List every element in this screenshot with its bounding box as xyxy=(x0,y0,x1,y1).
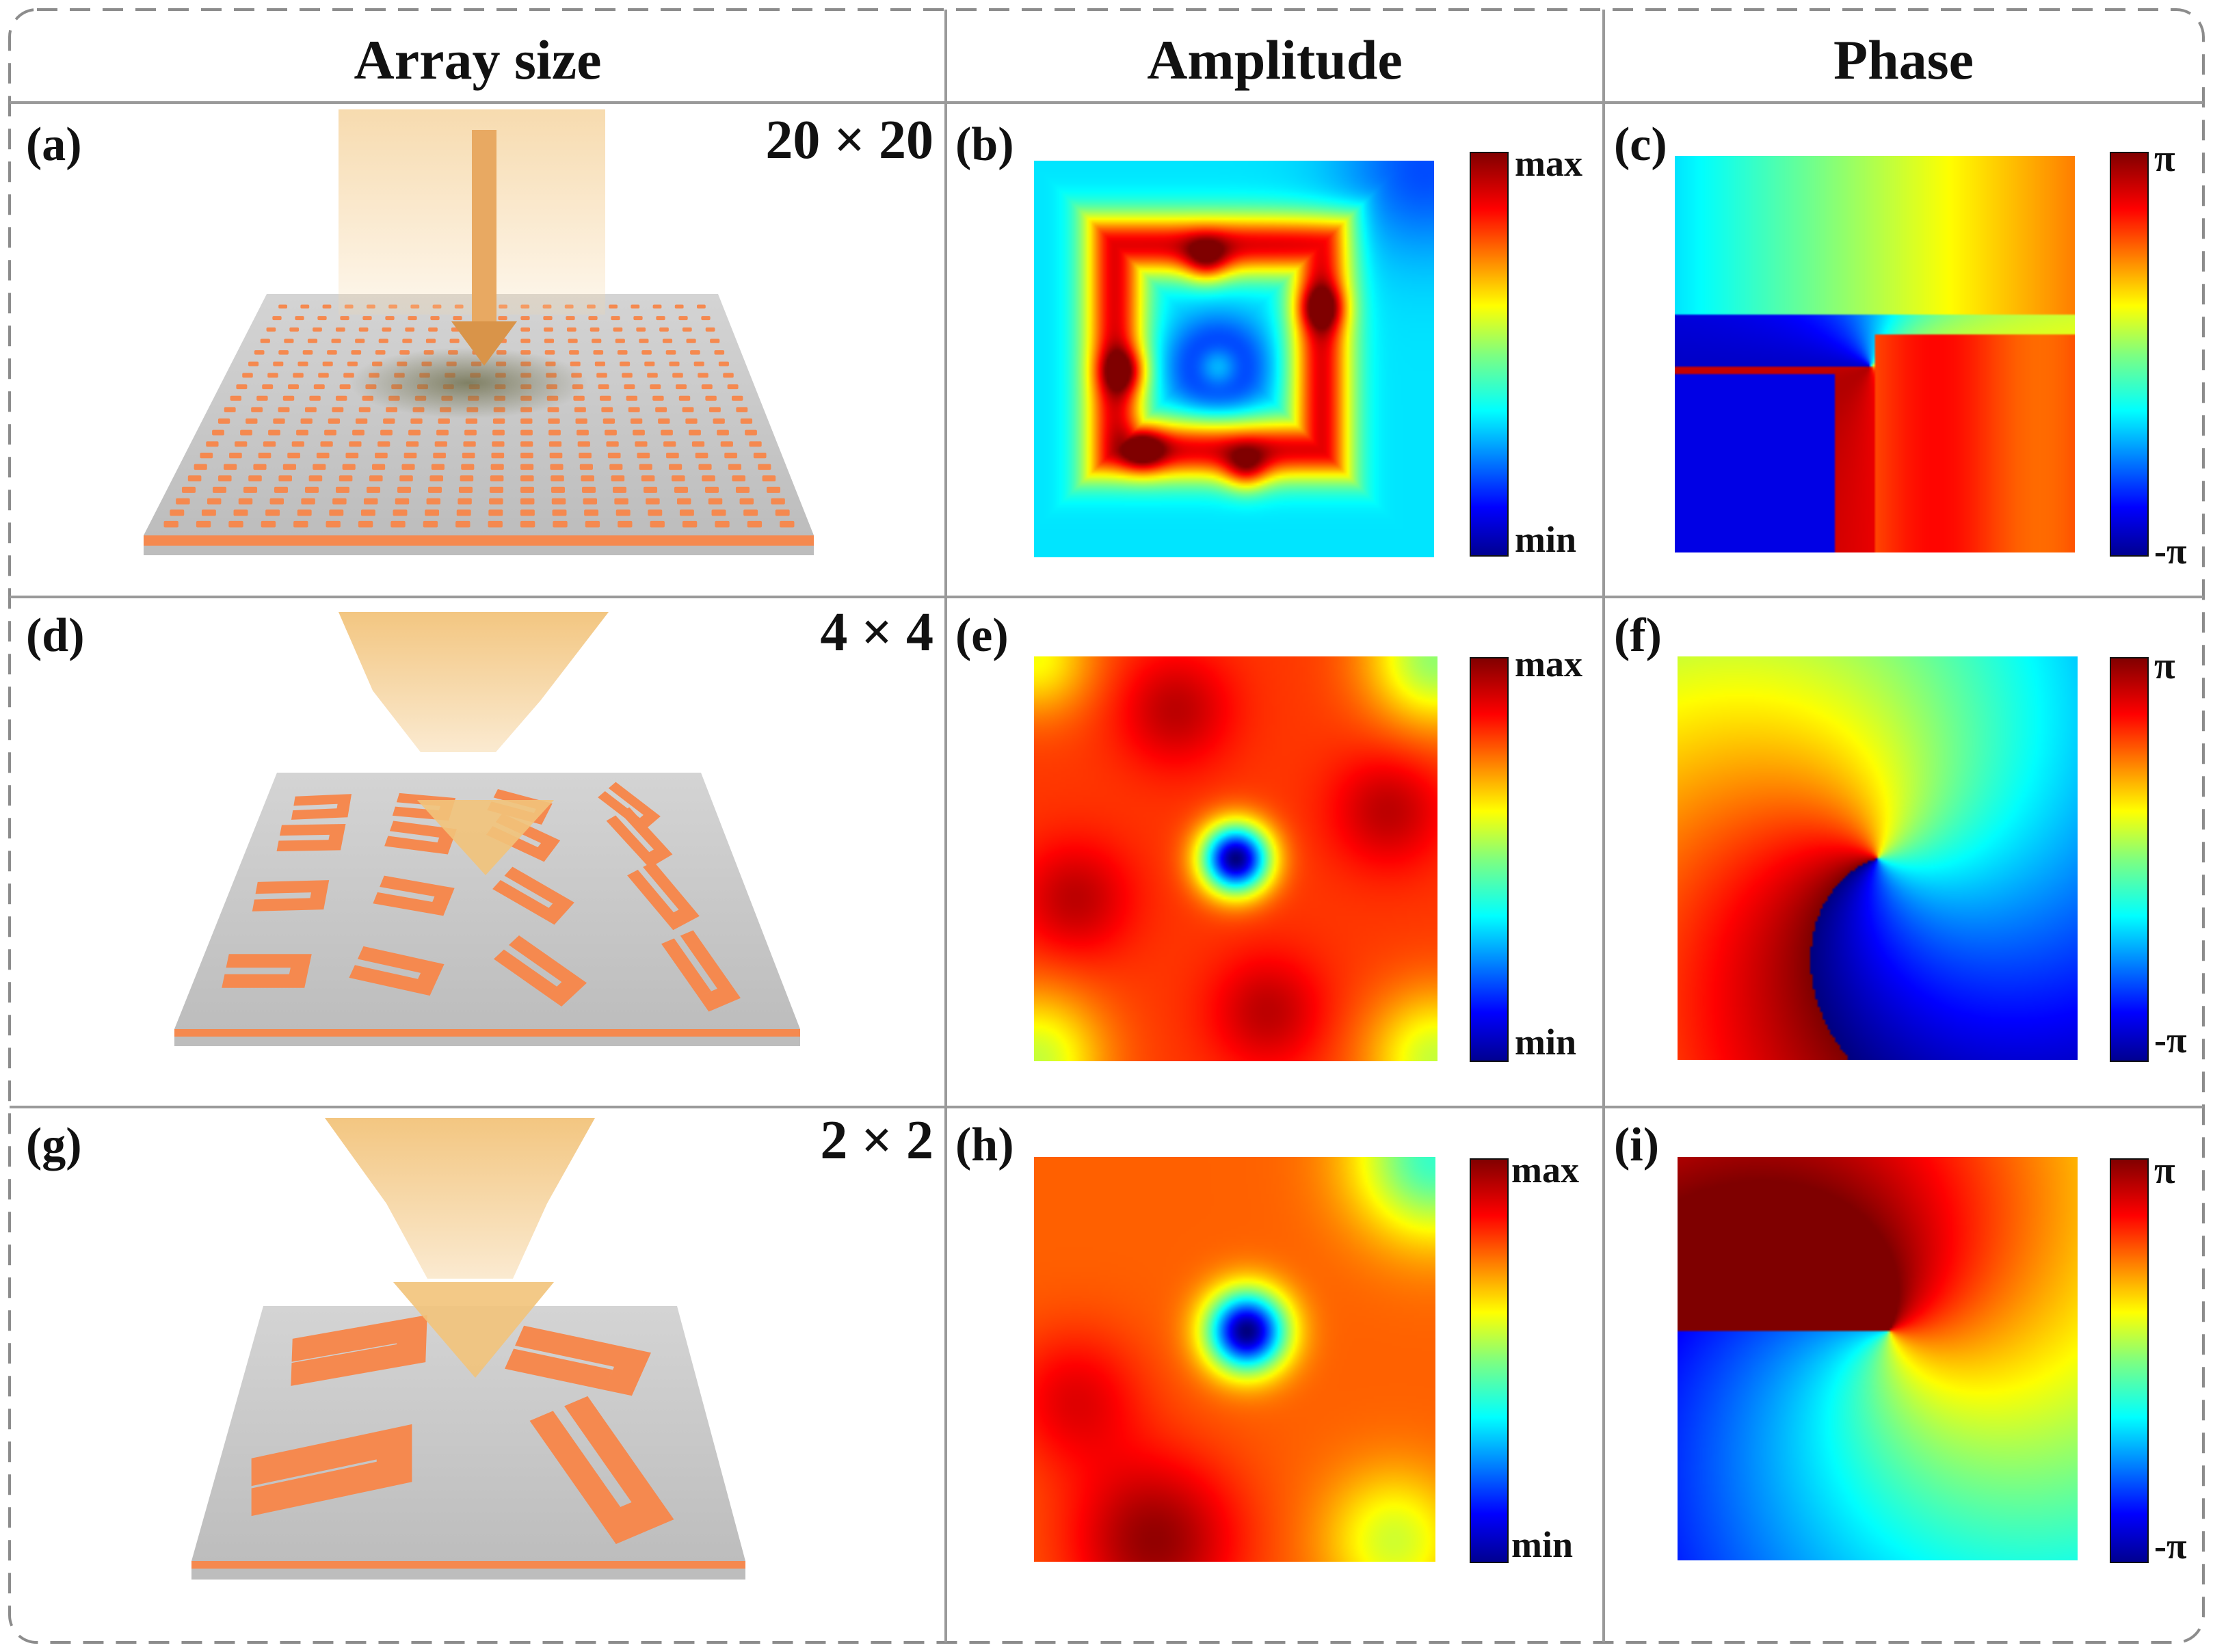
amplitude-map xyxy=(1034,1157,1435,1562)
arrow-down-icon xyxy=(451,130,517,366)
schematic-20x20 xyxy=(144,109,814,555)
header-amplitude: Amplitude xyxy=(1147,29,1403,91)
amplitude-colorbar xyxy=(1470,657,1509,1062)
arrow-down-icon xyxy=(417,800,554,875)
phase-colorbar xyxy=(2110,1158,2149,1563)
colorbar-max-label: max xyxy=(1515,643,1582,684)
panel-label: (e) xyxy=(955,609,1009,662)
array-size-label: 2 × 2 xyxy=(820,1110,933,1171)
colorbar-min-label: -π xyxy=(2154,1020,2187,1061)
colorbar-min-label: -π xyxy=(2154,531,2187,572)
colorbar-max-label: max xyxy=(1511,1149,1579,1190)
array-size-label: 20 × 20 xyxy=(765,110,933,170)
phase-map xyxy=(1678,656,2078,1060)
colorbar-max-label: π xyxy=(2154,645,2175,687)
colorbars xyxy=(1470,152,2149,1563)
panel-label: (d) xyxy=(26,609,85,662)
colorbar-max-label: max xyxy=(1515,143,1582,184)
amplitude-map xyxy=(1034,161,1434,557)
u-shaped-elements xyxy=(251,1315,674,1545)
phase-colorbar xyxy=(2110,152,2149,557)
amplitude-colorbar xyxy=(1470,152,1509,557)
colorbar-max-label: π xyxy=(2154,1149,2175,1192)
table-grid xyxy=(10,10,2203,1642)
amplitude-map xyxy=(1034,656,1437,1061)
colorbar-min-label: min xyxy=(1515,519,1577,560)
colorbar-min-label: min xyxy=(1515,1022,1577,1063)
colorbar-min-label: min xyxy=(1511,1524,1574,1565)
panel-label: (a) xyxy=(26,118,82,171)
focused-beam xyxy=(325,1118,595,1279)
figure-frame xyxy=(8,8,2205,1644)
panel-label: (h) xyxy=(955,1119,1014,1171)
phase-colorbar xyxy=(2110,657,2149,1062)
panel-label: (i) xyxy=(1614,1119,1660,1171)
phase-map xyxy=(1675,156,2075,552)
header-phase: Phase xyxy=(1833,29,1974,91)
arrow-down-icon xyxy=(393,1282,554,1378)
panel-label: (c) xyxy=(1614,118,1667,171)
schematic-4x4 xyxy=(174,612,800,1046)
schematic-2x2 xyxy=(191,1118,745,1580)
phase-map xyxy=(1678,1157,2078,1560)
panel-label: (b) xyxy=(955,118,1014,171)
focused-beam xyxy=(339,612,609,752)
header-array-size: Array size xyxy=(354,29,602,91)
beam-spot xyxy=(349,347,588,418)
panel-label: (f) xyxy=(1614,609,1662,662)
colorbar-min-label: -π xyxy=(2154,1526,2187,1567)
amplitude-colorbar xyxy=(1470,1158,1509,1563)
panel-label: (g) xyxy=(26,1119,82,1171)
field-maps xyxy=(1034,156,2078,1562)
colorbar-max-label: π xyxy=(2154,137,2175,180)
array-size-label: 4 × 4 xyxy=(820,602,933,663)
